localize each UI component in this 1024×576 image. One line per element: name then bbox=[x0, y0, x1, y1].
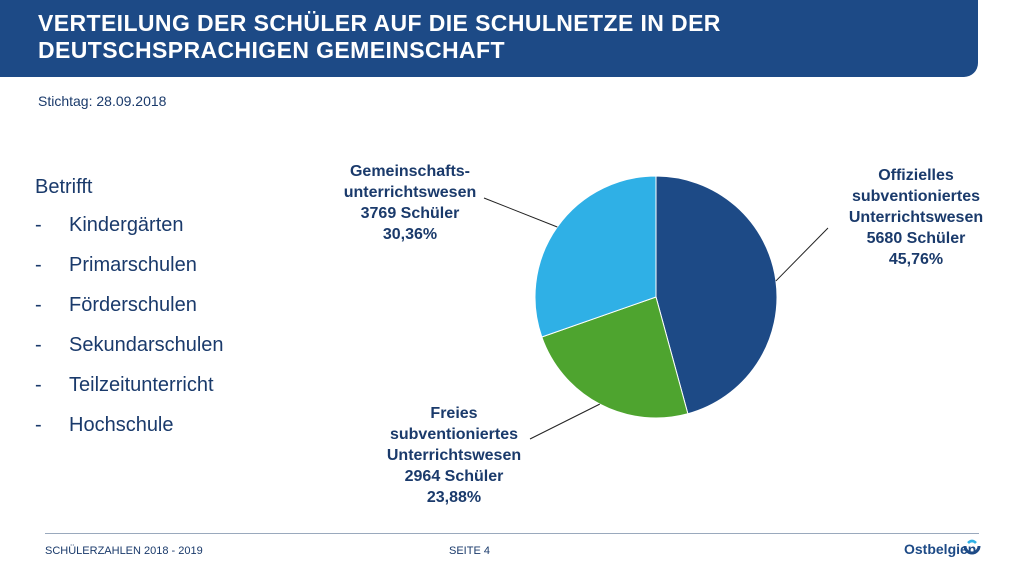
leader-line-offizielles bbox=[775, 227, 829, 282]
list-item: - Teilzeitunterricht bbox=[35, 374, 214, 414]
slice-percent: 45,76% bbox=[888, 251, 944, 268]
slice-percent: 30,36% bbox=[382, 226, 438, 243]
list-item: - Sekundarschulen bbox=[35, 334, 224, 374]
slice-label-line: Gemeinschafts- bbox=[349, 163, 471, 180]
bullet-dash: - bbox=[35, 414, 42, 436]
list-item-label: Sekundarschulen bbox=[69, 334, 224, 356]
page-title-line-1: VERTEILUNG DER SCHÜLER AUF DIE SCHULNETZ… bbox=[38, 10, 721, 36]
slice-label-line: subventioniertes bbox=[851, 188, 981, 205]
slice-label-line: Freies bbox=[430, 405, 478, 422]
bullet-dash: - bbox=[35, 294, 42, 316]
slice-label-line: unterrichtswesen bbox=[343, 184, 477, 201]
slice-label-line: Offizielles bbox=[878, 167, 954, 184]
list-item: - Förderschulen bbox=[35, 294, 197, 334]
leader-line-freies bbox=[529, 403, 600, 440]
pie-slice-offizielles bbox=[655, 175, 778, 415]
list-item-label: Kindergärten bbox=[69, 214, 184, 236]
footer-title: SCHÜLERZAHLEN 2018 - 2019 bbox=[45, 545, 203, 557]
list-item: - Primarschulen bbox=[35, 254, 197, 294]
page-title: VERTEILUNG DER SCHÜLER AUF DIE SCHULNETZ… bbox=[38, 10, 958, 64]
bullet-dash: - bbox=[35, 374, 42, 396]
footer-divider bbox=[45, 533, 979, 534]
slice-count: 3769 Schüler bbox=[360, 205, 460, 222]
list-item-label: Hochschule bbox=[69, 414, 174, 436]
slice-count: 2964 Schüler bbox=[404, 468, 504, 485]
bullet-dash: - bbox=[35, 214, 42, 236]
list-item-label: Primarschulen bbox=[69, 254, 197, 276]
slice-count: 5680 Schüler bbox=[866, 230, 966, 247]
reference-date: Stichtag: 28.09.2018 bbox=[38, 93, 167, 109]
slice-label-line: Unterrichtswesen bbox=[848, 209, 984, 226]
pie-slice-freies bbox=[541, 296, 689, 419]
page-number: SEITE 4 bbox=[449, 545, 490, 557]
header-banner: VERTEILUNG DER SCHÜLER AUF DIE SCHULNETZ… bbox=[0, 0, 978, 77]
slice-label-freies: Freies subventioniertes Unterrichtswesen… bbox=[362, 403, 546, 508]
slice-label-gemeinschaft: Gemeinschafts- unterrichtswesen 3769 Sch… bbox=[318, 161, 502, 245]
betrifft-heading: Betrifft bbox=[35, 176, 93, 198]
list-item-label: Teilzeitunterricht bbox=[69, 374, 214, 396]
bullet-dash: - bbox=[35, 254, 42, 276]
slice-percent: 23,88% bbox=[426, 489, 482, 506]
list-item: - Kindergärten bbox=[35, 214, 184, 254]
bullet-dash: - bbox=[35, 334, 42, 356]
slice-label-offizielles: Offizielles subventioniertes Unterrichts… bbox=[826, 165, 1006, 270]
page-title-line-2: DEUTSCHSPRACHIGEN GEMEINSCHAFT bbox=[38, 37, 505, 63]
slice-label-line: subventioniertes bbox=[389, 426, 519, 443]
list-item-label: Förderschulen bbox=[69, 294, 197, 316]
leader-line-gemeinschaft bbox=[483, 197, 558, 228]
pie-slice-gemeinschaft bbox=[534, 175, 657, 338]
slice-label-line: Unterrichtswesen bbox=[386, 447, 522, 464]
list-item: - Hochschule bbox=[35, 414, 174, 454]
ostbelgien-logo-icon bbox=[963, 539, 981, 555]
betrifft-list: Betrifft - Kindergärten - Primarschulen - F… bbox=[35, 176, 224, 454]
ostbelgien-logo: Ostbelgien bbox=[904, 541, 977, 557]
